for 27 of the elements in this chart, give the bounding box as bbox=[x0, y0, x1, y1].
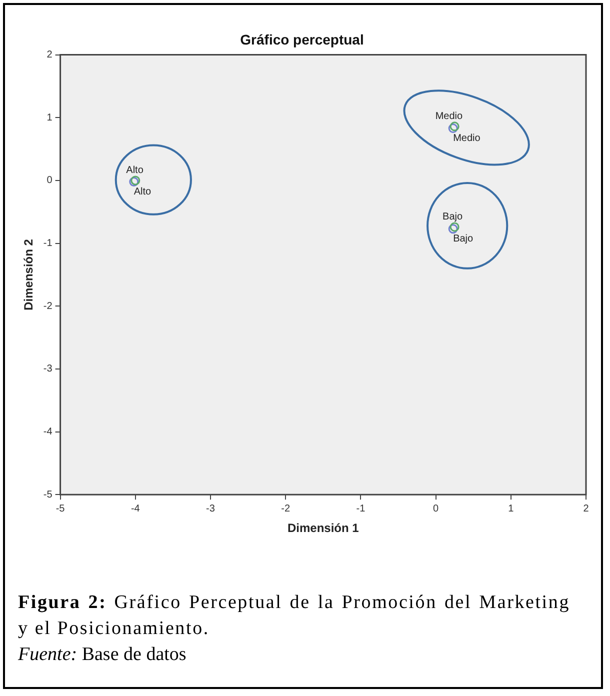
y-tick-label: -5 bbox=[43, 489, 53, 500]
x-tick-label: 0 bbox=[433, 503, 440, 514]
data-label: Alto bbox=[126, 165, 144, 176]
x-tick-label: -3 bbox=[206, 503, 216, 514]
x-tick-label: -5 bbox=[56, 503, 66, 514]
x-tick-label: 1 bbox=[508, 503, 514, 514]
chart-title: Gráfico perceptual bbox=[240, 31, 364, 48]
y-tick-label: 1 bbox=[46, 112, 53, 124]
source-note: Fuente: Base de datos bbox=[18, 643, 188, 667]
data-label: Bajo bbox=[453, 234, 474, 245]
y-tick-label: -1 bbox=[43, 238, 53, 250]
x-axis-title: Dimensión 1 bbox=[287, 521, 360, 536]
data-label: Bajo bbox=[442, 212, 464, 223]
text: Figura 2: Gráfico Perceptual de la Promoción del Marketing y el Posicionamiento. bbox=[18, 591, 570, 641]
data-label: Medio bbox=[453, 133, 481, 144]
y-axis-title: Dimensión 2 bbox=[22, 238, 36, 310]
x-tick-label: -4 bbox=[130, 503, 140, 514]
x-tick-label: 2 bbox=[583, 503, 590, 514]
x-tick-label: -2 bbox=[281, 503, 290, 514]
data-label: Alto bbox=[134, 186, 152, 198]
y-tick-label: 0 bbox=[46, 175, 53, 186]
y-tick-label: -3 bbox=[43, 364, 53, 375]
x-tick-label: -1 bbox=[356, 503, 366, 514]
y-tick-label: -4 bbox=[43, 426, 53, 438]
y-tick-label: -2 bbox=[43, 300, 53, 312]
y-tick-label: 2 bbox=[46, 50, 53, 61]
data-label: Medio bbox=[435, 111, 463, 122]
